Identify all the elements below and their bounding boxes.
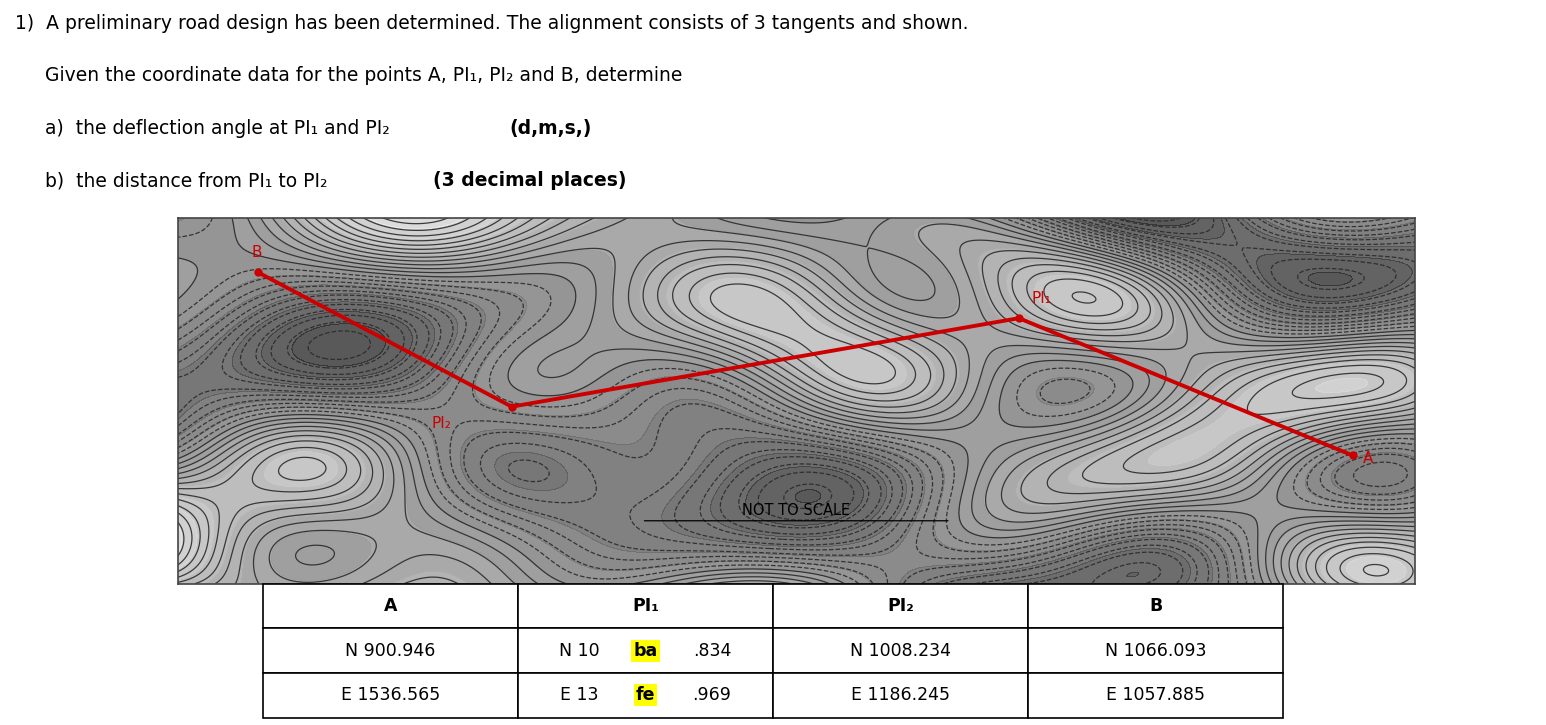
Text: 1)  A preliminary road design has been determined. The alignment consists of 3 t: 1) A preliminary road design has been de… bbox=[15, 14, 969, 33]
Text: (3 decimal places): (3 decimal places) bbox=[433, 171, 626, 190]
Text: N 1066.093: N 1066.093 bbox=[1105, 642, 1206, 660]
Bar bbox=[518, 673, 773, 718]
Bar bbox=[1028, 584, 1283, 629]
Text: N 10: N 10 bbox=[558, 642, 600, 660]
Bar bbox=[773, 584, 1028, 629]
Text: PI₁: PI₁ bbox=[632, 597, 659, 615]
Bar bbox=[1028, 629, 1283, 673]
Text: a)  the deflection angle at PI₁ and PI₂: a) the deflection angle at PI₁ and PI₂ bbox=[15, 119, 396, 138]
Text: fe: fe bbox=[635, 687, 656, 705]
Text: B: B bbox=[252, 245, 263, 260]
Text: N 1008.234: N 1008.234 bbox=[850, 642, 951, 660]
Text: E 1057.885: E 1057.885 bbox=[1105, 687, 1206, 705]
Text: b)  the distance from PI₁ to PI₂: b) the distance from PI₁ to PI₂ bbox=[15, 171, 334, 190]
Text: Given the coordinate data for the points A, PI₁, PI₂ and B, determine: Given the coordinate data for the points… bbox=[15, 66, 683, 85]
Text: E 13: E 13 bbox=[560, 687, 598, 705]
Bar bbox=[518, 584, 773, 629]
Text: NOT TO SCALE: NOT TO SCALE bbox=[742, 503, 850, 518]
Text: B: B bbox=[1149, 597, 1163, 615]
Text: PI₂: PI₂ bbox=[887, 597, 914, 615]
Text: (d,m,s,): (d,m,s,) bbox=[510, 119, 592, 138]
Text: E 1536.565: E 1536.565 bbox=[340, 687, 441, 705]
Text: PI₁: PI₁ bbox=[1031, 291, 1051, 306]
Text: E 1186.245: E 1186.245 bbox=[850, 687, 951, 705]
Bar bbox=[263, 673, 518, 718]
Bar bbox=[1028, 673, 1283, 718]
Bar bbox=[263, 584, 518, 629]
Bar bbox=[773, 673, 1028, 718]
Bar bbox=[773, 629, 1028, 673]
Bar bbox=[263, 629, 518, 673]
Text: N 900.946: N 900.946 bbox=[345, 642, 436, 660]
Text: .969: .969 bbox=[693, 687, 731, 705]
Text: A: A bbox=[1362, 451, 1373, 466]
Text: .834: .834 bbox=[693, 642, 731, 660]
Text: ba: ba bbox=[634, 642, 657, 660]
Bar bbox=[518, 629, 773, 673]
Text: A: A bbox=[383, 597, 397, 615]
Text: PI₂: PI₂ bbox=[431, 416, 451, 431]
